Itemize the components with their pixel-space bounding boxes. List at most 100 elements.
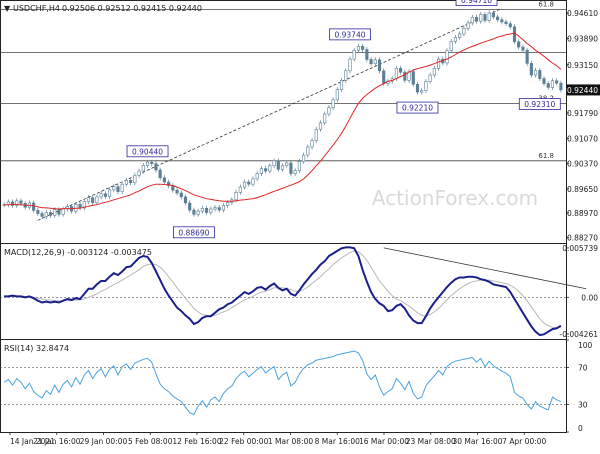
candle-body bbox=[74, 204, 78, 212]
price-y-tick-label: 0.88970 bbox=[567, 209, 598, 218]
candle-body bbox=[264, 168, 268, 172]
candle-body bbox=[306, 146, 310, 156]
candle-body bbox=[103, 193, 107, 197]
candle-body bbox=[394, 68, 398, 79]
candle-body bbox=[382, 70, 386, 84]
x-tick-label: 22 Feb 00:00 bbox=[219, 437, 268, 446]
price-annotation-box bbox=[455, 0, 498, 6]
candle-body bbox=[120, 183, 124, 192]
candle-body bbox=[339, 80, 344, 90]
price-annotation-box bbox=[126, 145, 169, 158]
candle-body bbox=[276, 160, 280, 170]
candle-body bbox=[550, 80, 555, 88]
rsi-layer bbox=[0, 350, 566, 416]
candle-body bbox=[479, 14, 483, 22]
candle-body bbox=[242, 181, 247, 188]
candle-body bbox=[314, 128, 318, 141]
candle-body bbox=[310, 140, 314, 148]
candle-body bbox=[99, 193, 103, 198]
candle-body bbox=[373, 59, 377, 65]
candle-body bbox=[555, 80, 559, 84]
candle-body bbox=[57, 209, 61, 215]
candle-body bbox=[437, 58, 441, 69]
candle-body bbox=[546, 83, 550, 88]
candle-body bbox=[293, 170, 297, 174]
candle-body bbox=[512, 26, 517, 43]
candle-body bbox=[255, 173, 259, 180]
candle-body bbox=[365, 49, 369, 60]
candle-body bbox=[559, 82, 563, 91]
candle-body bbox=[318, 122, 323, 130]
candle-body bbox=[369, 59, 373, 65]
price-annotation-label: 0.90440 bbox=[132, 147, 163, 156]
candle-body bbox=[116, 186, 120, 192]
candle-body bbox=[449, 41, 453, 51]
price-y-tick-label: 0.91790 bbox=[567, 109, 598, 118]
candle-body bbox=[192, 209, 196, 215]
current-price-label: 0.92440 bbox=[567, 86, 598, 95]
macd-y-tick-label: -0.004261 bbox=[560, 330, 599, 339]
price-y-tick-label: 0.88270 bbox=[567, 234, 598, 243]
candle-body bbox=[525, 49, 529, 64]
price-annotation-label: 0.94710 bbox=[461, 0, 492, 5]
symbol-label: USDCHF,H4 bbox=[13, 4, 60, 13]
candle-body bbox=[302, 154, 306, 162]
candle-body bbox=[445, 50, 449, 64]
candle-body bbox=[162, 177, 166, 183]
candle-body bbox=[200, 207, 204, 212]
candle-body bbox=[424, 81, 428, 91]
candle-body bbox=[466, 22, 470, 29]
candle-body bbox=[285, 162, 289, 167]
rsi-y-tick-label: 30 bbox=[578, 400, 588, 409]
rsi-line bbox=[3, 350, 562, 416]
rsi-pane-frame bbox=[0, 339, 567, 433]
candle-body bbox=[150, 161, 154, 164]
candle-body bbox=[542, 78, 546, 84]
header-arrow: ▼ bbox=[4, 4, 11, 13]
candle-body bbox=[158, 169, 162, 179]
price-y-tick-label: 0.93150 bbox=[567, 61, 598, 70]
candle-body bbox=[179, 192, 183, 198]
macd-main-line bbox=[4, 246, 562, 337]
candle-body bbox=[268, 165, 272, 172]
macd-y-tick-label: 0.005739 bbox=[562, 244, 598, 253]
candle-body bbox=[428, 74, 432, 82]
macd-y-tick-label: 0.00 bbox=[581, 293, 598, 302]
retracement-level-label: 61.8 bbox=[538, 152, 554, 160]
candle-body bbox=[508, 23, 512, 28]
watermark: ActionForex.com bbox=[372, 186, 538, 210]
candle-body bbox=[226, 202, 230, 206]
retracement-level-label: 61.8 bbox=[538, 1, 554, 9]
candle-body bbox=[19, 200, 23, 204]
x-tick-label: 8 Mar 16:00 bbox=[315, 437, 361, 446]
candle-body bbox=[496, 16, 500, 21]
x-tick-label: 14 Jan 2021 bbox=[10, 437, 55, 446]
candle-body bbox=[453, 37, 458, 42]
candle-body bbox=[95, 196, 99, 203]
candle-body bbox=[188, 202, 192, 211]
sma-line bbox=[4, 32, 562, 210]
rsi-y-tick-label: 100 bbox=[578, 341, 593, 350]
price-y-tick-label: 0.90370 bbox=[567, 159, 598, 168]
price-layer: 61.838.261.80.947100.937400.922100.92310… bbox=[0, 0, 566, 239]
rsi-y-tick-label: 0 bbox=[578, 424, 583, 433]
x-tick-label: 12 Feb 16:00 bbox=[172, 437, 221, 446]
x-tick-label: 7 Apr 00:00 bbox=[502, 437, 546, 446]
current-price-tag bbox=[567, 84, 600, 96]
price-annotation-box bbox=[173, 226, 215, 239]
candle-body bbox=[352, 49, 356, 60]
candle-body bbox=[251, 178, 255, 185]
x-tick-label: 5 Feb 08:00 bbox=[128, 437, 173, 446]
candle-body bbox=[196, 210, 200, 215]
candle-body bbox=[209, 208, 213, 213]
candle-body bbox=[280, 165, 285, 170]
candle-body bbox=[205, 207, 209, 213]
rsi-label: RSI(14) 32.8474 bbox=[4, 344, 69, 353]
price-annotation-box bbox=[396, 101, 439, 114]
candle-body bbox=[217, 207, 221, 211]
candle-body bbox=[331, 99, 335, 108]
candle-body bbox=[40, 213, 44, 217]
candle-body bbox=[272, 160, 276, 167]
